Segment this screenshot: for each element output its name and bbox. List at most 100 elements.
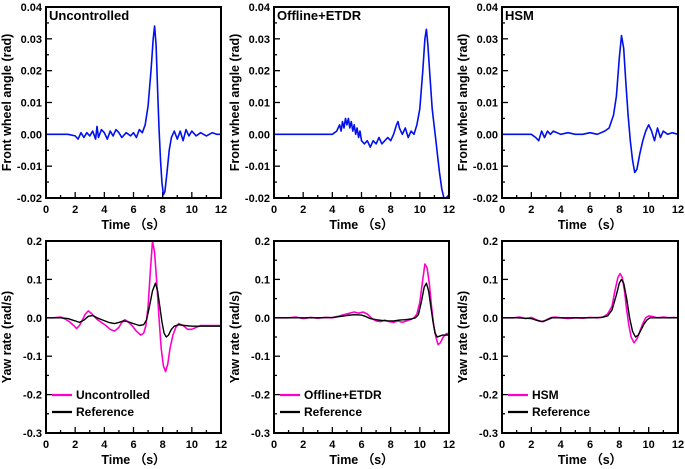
svg-text:0.2: 0.2: [483, 236, 498, 248]
panel-yaw-rate-uncontrolled: 0 2 4 6 8 10 12 0.2 0.1 0.0 -0.1 -0.2 -0.3 Uncontroll…: [0, 234, 228, 469]
svg-text:6: 6: [587, 439, 593, 451]
svg-text:Yaw rate (rad/s): Yaw rate (rad/s): [228, 291, 242, 383]
svg-text:-0.1: -0.1: [479, 351, 498, 363]
svg-text:0.2: 0.2: [27, 236, 42, 248]
chart-yaw-rate-uncontrolled: 0 2 4 6 8 10 12 0.2 0.1 0.0 -0.1 -0.2 -0.3 Uncontroll…: [0, 236, 227, 467]
svg-text:12: 12: [215, 204, 227, 216]
svg-text:12: 12: [672, 439, 684, 451]
svg-text:0: 0: [499, 204, 505, 216]
svg-text:-0.02: -0.02: [17, 193, 42, 205]
svg-text:12: 12: [215, 439, 227, 451]
svg-text:0.02: 0.02: [21, 66, 42, 78]
svg-text:0.1: 0.1: [255, 274, 270, 286]
svg-text:10: 10: [414, 204, 426, 216]
svg-text:0.01: 0.01: [21, 98, 42, 110]
panel-front-wheel-angle-hsm: 0 2 4 6 8 10 12 0.04 0.03 0.02 0.01 0.00 -0.01 -0.02 H…: [456, 0, 685, 234]
svg-text:0.04: 0.04: [249, 2, 271, 14]
svg-text:-0.01: -0.01: [245, 161, 270, 173]
panel-front-wheel-angle-offline-etdr: 0 2 4 6 8 10 12 0.04 0.03 0.02 0.01 0.00 -0.01 -0.02 O…: [228, 0, 456, 234]
svg-text:10: 10: [186, 439, 198, 451]
svg-text:0.0: 0.0: [27, 313, 42, 325]
svg-text:0.03: 0.03: [249, 34, 270, 46]
svg-text:-0.1: -0.1: [23, 351, 42, 363]
svg-text:6: 6: [358, 439, 364, 451]
svg-text:0.0: 0.0: [255, 313, 270, 325]
svg-text:HSM: HSM: [505, 8, 534, 23]
svg-text:0.03: 0.03: [21, 34, 42, 46]
svg-text:0: 0: [271, 204, 277, 216]
svg-text:HSM: HSM: [532, 388, 559, 402]
panel-yaw-rate-offline-etdr: 0 2 4 6 8 10 12 0.2 0.1 0.0 -0.1 -0.2 -0.3 Offline+ET…: [228, 234, 456, 469]
svg-text:8: 8: [616, 439, 622, 451]
svg-text:Uncontrolled: Uncontrolled: [76, 388, 150, 402]
svg-text:8: 8: [388, 204, 394, 216]
svg-text:-0.3: -0.3: [479, 428, 498, 440]
chart-front-wheel-angle-offline-etdr: 0 2 4 6 8 10 12 0.04 0.03 0.02 0.01 0.00 -0.01 -0.02 O…: [228, 2, 455, 232]
svg-text:0.00: 0.00: [249, 129, 270, 141]
svg-text:0: 0: [271, 439, 277, 451]
svg-text:2: 2: [528, 439, 534, 451]
svg-text:12: 12: [672, 204, 684, 216]
svg-text:2: 2: [528, 204, 534, 216]
svg-text:12: 12: [443, 439, 455, 451]
chart-yaw-rate-offline-etdr: 0 2 4 6 8 10 12 0.2 0.1 0.0 -0.1 -0.2 -0.3 Offline+ET…: [228, 236, 455, 467]
svg-text:0.1: 0.1: [27, 274, 42, 286]
svg-text:4: 4: [101, 204, 108, 216]
svg-text:10: 10: [643, 439, 655, 451]
svg-text:0.1: 0.1: [483, 274, 498, 286]
svg-text:4: 4: [329, 439, 336, 451]
svg-text:-0.2: -0.2: [23, 390, 42, 402]
svg-text:Time （s）: Time （s）: [558, 452, 622, 467]
svg-text:-0.1: -0.1: [251, 351, 270, 363]
svg-text:12: 12: [443, 204, 455, 216]
svg-text:10: 10: [414, 439, 426, 451]
panel-front-wheel-angle-uncontrolled: 0 2 4 6 8 10 12 0.04 0.03 0.02 0.01 0.00 -0.01 -0.02 U…: [0, 0, 228, 234]
chart-front-wheel-angle-hsm: 0 2 4 6 8 10 12 0.04 0.03 0.02 0.01 0.00 -0.01 -0.02 H…: [456, 2, 684, 232]
svg-text:Yaw rate (rad/s): Yaw rate (rad/s): [0, 291, 14, 383]
svg-text:-0.2: -0.2: [479, 390, 498, 402]
svg-text:0.0: 0.0: [483, 313, 498, 325]
svg-text:-0.3: -0.3: [251, 428, 270, 440]
svg-text:Offline+ETDR: Offline+ETDR: [304, 388, 382, 402]
svg-text:-0.02: -0.02: [245, 193, 270, 205]
svg-text:-0.01: -0.01: [473, 161, 498, 173]
svg-text:Time （s）: Time （s）: [329, 452, 393, 467]
panel-yaw-rate-hsm: 0 2 4 6 8 10 12 0.2 0.1 0.0 -0.1 -0.2 -0.3 HSM Referen…: [456, 234, 685, 469]
svg-text:0.00: 0.00: [477, 129, 498, 141]
svg-text:0.03: 0.03: [477, 34, 498, 46]
chart-yaw-rate-hsm: 0 2 4 6 8 10 12 0.2 0.1 0.0 -0.1 -0.2 -0.3 HSM Referen…: [456, 236, 684, 467]
svg-text:0.04: 0.04: [21, 2, 43, 14]
svg-text:Yaw rate (rad/s): Yaw rate (rad/s): [456, 291, 470, 383]
svg-text:0.01: 0.01: [249, 98, 270, 110]
svg-text:-0.02: -0.02: [473, 193, 498, 205]
svg-text:10: 10: [186, 204, 198, 216]
svg-text:4: 4: [101, 439, 108, 451]
svg-text:6: 6: [130, 204, 136, 216]
svg-text:Reference: Reference: [532, 405, 590, 419]
svg-text:2: 2: [300, 204, 306, 216]
svg-text:2: 2: [72, 204, 78, 216]
svg-text:-0.2: -0.2: [251, 390, 270, 402]
svg-text:Uncontrolled: Uncontrolled: [49, 8, 129, 23]
svg-text:0: 0: [43, 439, 49, 451]
svg-text:8: 8: [160, 439, 166, 451]
svg-text:-0.01: -0.01: [17, 161, 42, 173]
svg-text:8: 8: [160, 204, 166, 216]
svg-text:0.02: 0.02: [477, 66, 498, 78]
svg-text:4: 4: [558, 439, 565, 451]
svg-text:0: 0: [499, 439, 505, 451]
svg-text:6: 6: [587, 204, 593, 216]
svg-text:Front wheel angle (rad): Front wheel angle (rad): [0, 34, 14, 172]
svg-text:Front wheel angle (rad): Front wheel angle (rad): [228, 34, 242, 172]
svg-text:Reference: Reference: [304, 405, 362, 419]
svg-text:0: 0: [43, 204, 49, 216]
svg-text:10: 10: [643, 204, 655, 216]
svg-text:4: 4: [329, 204, 336, 216]
svg-text:Reference: Reference: [76, 405, 134, 419]
svg-text:0.2: 0.2: [255, 236, 270, 248]
svg-text:Time （s）: Time （s）: [329, 217, 393, 232]
svg-text:Time （s）: Time （s）: [101, 217, 165, 232]
svg-text:0.00: 0.00: [21, 129, 42, 141]
svg-text:-0.3: -0.3: [23, 428, 42, 440]
